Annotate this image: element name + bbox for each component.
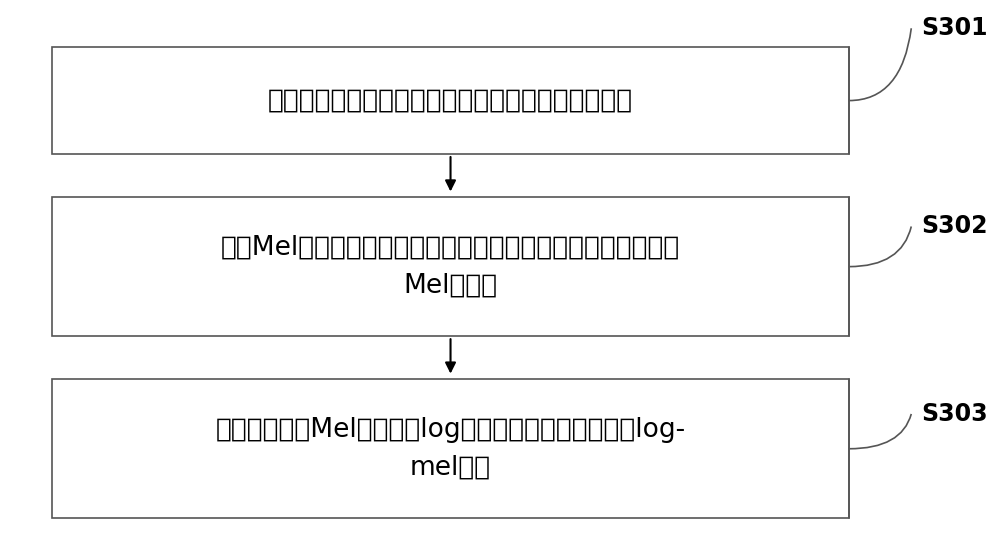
Text: 对所述预设维Mel域频谱取log对数，输出结果为预设维log-
mel特征: 对所述预设维Mel域频谱取log对数，输出结果为预设维log- mel特征 [215,417,686,481]
Text: S301: S301 [921,16,987,40]
FancyBboxPatch shape [52,47,849,154]
Text: S303: S303 [921,402,988,426]
FancyBboxPatch shape [52,379,849,518]
Text: S302: S302 [921,214,987,238]
Text: 使用Mel滤波器对所述离散频谱做滤波，滤波后的输出为预设维
Mel域频谱: 使用Mel滤波器对所述离散频谱做滤波，滤波后的输出为预设维 Mel域频谱 [221,234,680,299]
FancyBboxPatch shape [52,197,849,336]
Text: 对每帧语音信号进行快速傅里叶变换，得到离散频谱: 对每帧语音信号进行快速傅里叶变换，得到离散频谱 [268,88,633,114]
